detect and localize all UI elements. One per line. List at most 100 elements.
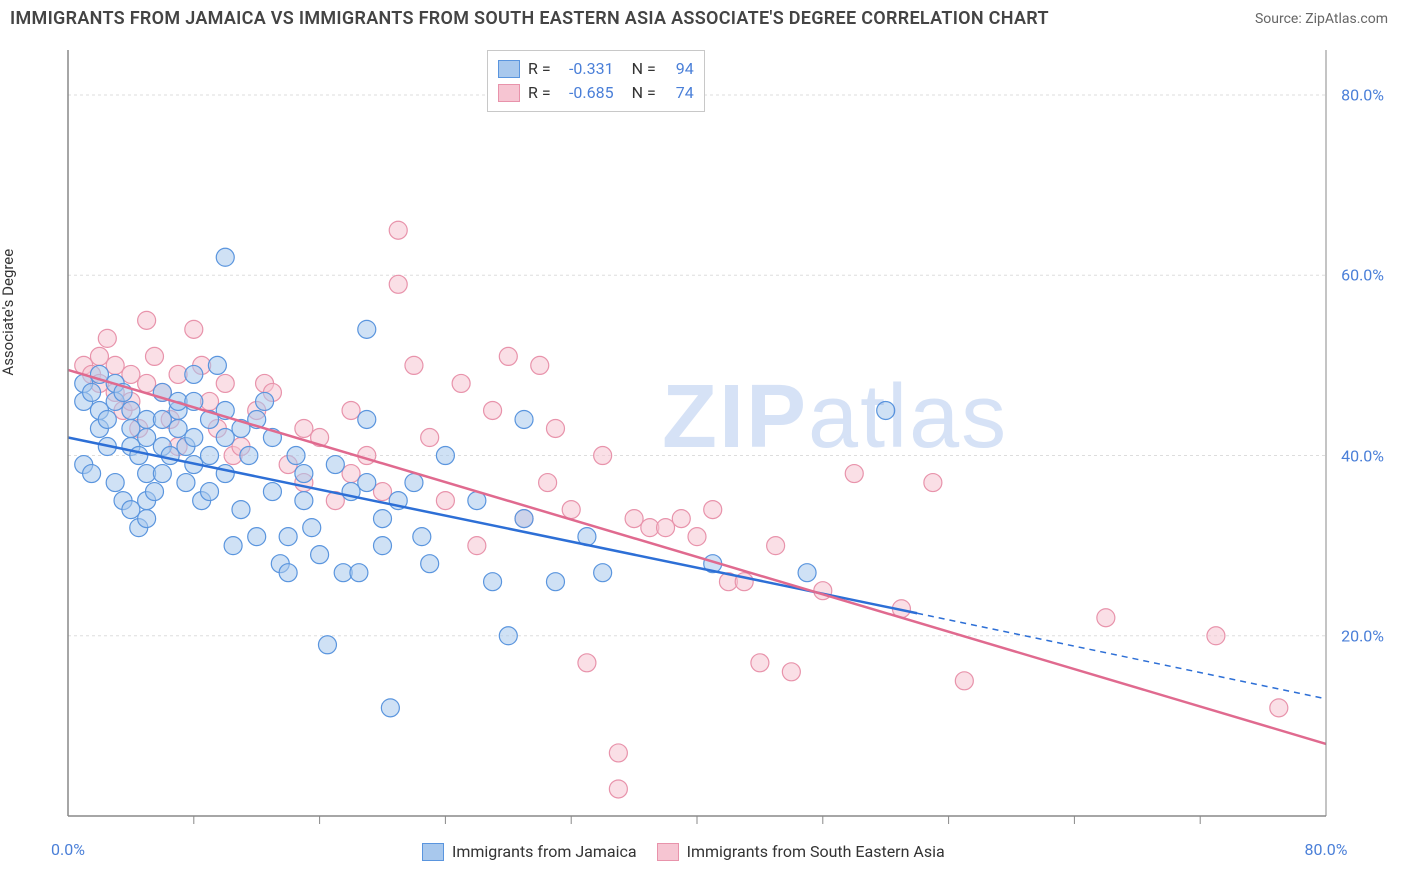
scatter-point xyxy=(279,528,297,546)
scatter-point xyxy=(546,573,564,591)
scatter-point xyxy=(782,663,800,681)
legend-swatch xyxy=(498,60,520,78)
scatter-point xyxy=(106,474,124,492)
scatter-point xyxy=(546,419,564,437)
scatter-point xyxy=(201,483,219,501)
scatter-point xyxy=(389,275,407,293)
r-value: -0.331 xyxy=(559,57,614,81)
scatter-point xyxy=(350,564,368,582)
scatter-point xyxy=(161,447,179,465)
scatter-point xyxy=(767,537,785,555)
scatter-point xyxy=(153,465,171,483)
x-tick-label: 0.0% xyxy=(51,840,85,859)
scatter-point xyxy=(1270,699,1288,717)
scatter-point xyxy=(704,501,722,519)
scatter-point xyxy=(499,347,517,365)
scatter-point xyxy=(295,492,313,510)
scatter-point xyxy=(185,365,203,383)
scatter-point xyxy=(169,419,187,437)
regression-line-blue-dashed xyxy=(917,613,1326,699)
scatter-point xyxy=(98,410,116,428)
n-label: N = xyxy=(632,57,656,81)
scatter-point xyxy=(232,501,250,519)
r-value: -0.685 xyxy=(559,81,614,105)
scatter-point xyxy=(342,401,360,419)
y-tick-label: 20.0% xyxy=(1341,626,1384,645)
scatter-point xyxy=(216,374,234,392)
chart-title: IMMIGRANTS FROM JAMAICA VS IMMIGRANTS FR… xyxy=(10,8,1049,29)
legend-item: Immigrants from South Eastern Asia xyxy=(657,842,945,861)
scatter-point xyxy=(216,429,234,447)
scatter-point xyxy=(311,546,329,564)
scatter-point xyxy=(374,483,392,501)
scatter-point xyxy=(452,374,470,392)
n-value: 94 xyxy=(664,57,694,81)
scatter-point xyxy=(185,429,203,447)
y-tick-label: 60.0% xyxy=(1341,266,1384,285)
scatter-point xyxy=(381,699,399,717)
scatter-point xyxy=(468,537,486,555)
scatter-point xyxy=(657,519,675,537)
scatter-point xyxy=(515,510,533,528)
scatter-point xyxy=(122,401,140,419)
scatter-point xyxy=(83,383,101,401)
scatter-point xyxy=(90,347,108,365)
scatter-point xyxy=(625,510,643,528)
scatter-point xyxy=(421,555,439,573)
scatter-point xyxy=(106,356,124,374)
scatter-point xyxy=(138,510,156,528)
scatter-point xyxy=(177,474,195,492)
scatter-point xyxy=(358,320,376,338)
r-label: R = xyxy=(528,81,551,105)
scatter-point xyxy=(515,410,533,428)
scatter-point xyxy=(484,401,502,419)
scatter-point xyxy=(83,465,101,483)
scatter-point xyxy=(578,654,596,672)
scatter-point xyxy=(122,365,140,383)
scatter-point xyxy=(358,410,376,428)
scatter-point xyxy=(216,248,234,266)
scatter-point xyxy=(185,320,203,338)
scatter-point xyxy=(1207,627,1225,645)
scatter-point xyxy=(374,537,392,555)
scatter-point xyxy=(436,492,454,510)
scatter-point xyxy=(531,356,549,374)
scatter-point xyxy=(98,329,116,347)
scatter-point xyxy=(421,429,439,447)
y-tick-label: 80.0% xyxy=(1341,86,1384,105)
legend-swatch xyxy=(498,84,520,102)
r-label: R = xyxy=(528,57,551,81)
scatter-point xyxy=(342,465,360,483)
scatter-point xyxy=(539,474,557,492)
chart-area: ZIPatlas R = -0.331 N = 94 R = -0.685 N … xyxy=(52,36,1390,826)
scatter-point xyxy=(688,528,706,546)
scatter-point xyxy=(145,483,163,501)
scatter-point xyxy=(256,392,274,410)
scatter-point xyxy=(122,419,140,437)
scatter-plot xyxy=(52,36,1390,836)
scatter-point xyxy=(138,429,156,447)
scatter-point xyxy=(877,401,895,419)
scatter-point xyxy=(484,573,502,591)
scatter-point xyxy=(138,311,156,329)
source-label: Source: ZipAtlas.com xyxy=(1255,11,1388,27)
scatter-point xyxy=(201,447,219,465)
scatter-point xyxy=(138,374,156,392)
scatter-point xyxy=(318,636,336,654)
scatter-point xyxy=(240,447,258,465)
scatter-point xyxy=(955,672,973,690)
scatter-point xyxy=(374,510,392,528)
scatter-point xyxy=(499,627,517,645)
scatter-point xyxy=(358,474,376,492)
scatter-point xyxy=(405,474,423,492)
correlation-stats-box: R = -0.331 N = 94 R = -0.685 N = 74 xyxy=(487,50,705,112)
scatter-point xyxy=(130,447,148,465)
scatter-point xyxy=(303,519,321,537)
scatter-point xyxy=(295,465,313,483)
scatter-point xyxy=(248,528,266,546)
scatter-point xyxy=(798,564,816,582)
y-tick-label: 40.0% xyxy=(1341,446,1384,465)
scatter-point xyxy=(279,564,297,582)
scatter-point xyxy=(436,447,454,465)
scatter-point xyxy=(145,347,163,365)
